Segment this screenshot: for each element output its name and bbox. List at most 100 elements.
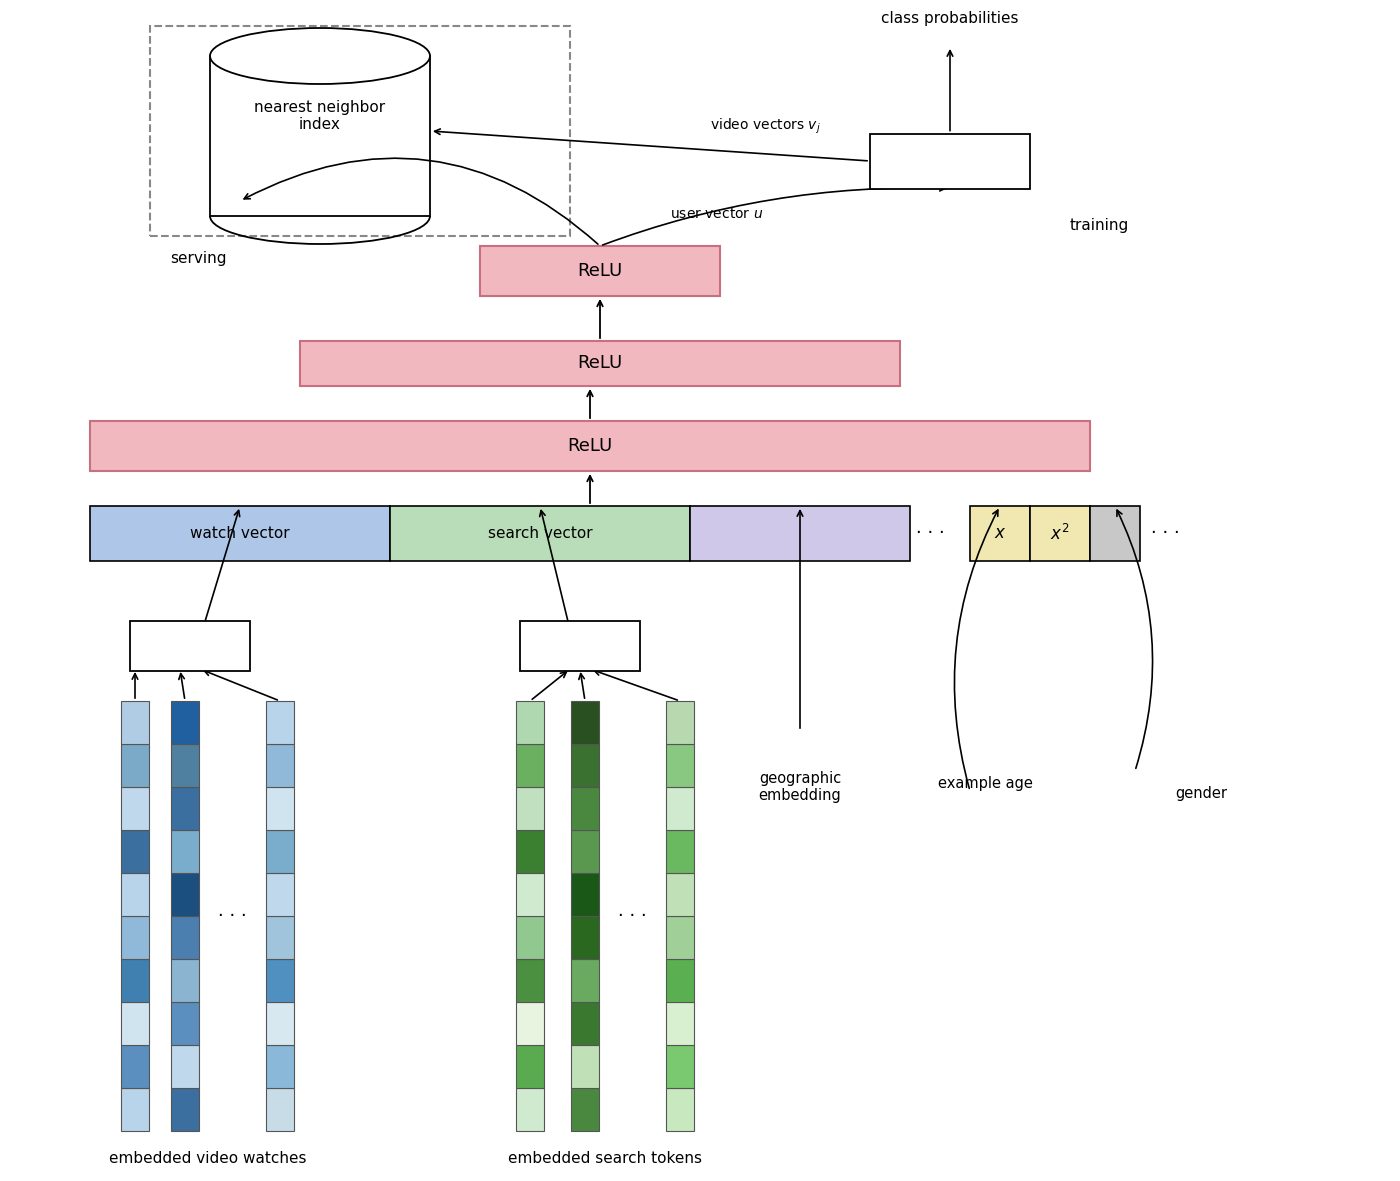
Text: ReLU: ReLU	[577, 262, 623, 280]
FancyBboxPatch shape	[266, 702, 294, 744]
FancyBboxPatch shape	[130, 621, 251, 671]
FancyBboxPatch shape	[571, 702, 599, 744]
FancyBboxPatch shape	[171, 873, 199, 916]
FancyBboxPatch shape	[517, 1045, 545, 1088]
Text: example age: example age	[938, 776, 1032, 791]
Text: ReLU: ReLU	[567, 437, 613, 455]
FancyBboxPatch shape	[517, 873, 545, 916]
FancyBboxPatch shape	[120, 787, 148, 830]
FancyBboxPatch shape	[120, 959, 148, 1001]
FancyBboxPatch shape	[571, 873, 599, 916]
FancyBboxPatch shape	[266, 1088, 294, 1131]
FancyBboxPatch shape	[666, 787, 694, 830]
FancyBboxPatch shape	[120, 744, 148, 787]
FancyBboxPatch shape	[1030, 505, 1091, 561]
Text: · · ·: · · ·	[619, 907, 647, 925]
FancyBboxPatch shape	[120, 1088, 148, 1131]
FancyBboxPatch shape	[480, 246, 720, 296]
Text: softmax: softmax	[920, 154, 981, 169]
FancyBboxPatch shape	[120, 916, 148, 959]
Text: embedded video watches: embedded video watches	[109, 1151, 307, 1166]
FancyBboxPatch shape	[666, 830, 694, 873]
FancyBboxPatch shape	[171, 959, 199, 1001]
FancyBboxPatch shape	[666, 702, 694, 744]
Text: average: average	[549, 639, 612, 653]
FancyBboxPatch shape	[869, 133, 1030, 189]
FancyBboxPatch shape	[120, 1001, 148, 1045]
Text: average: average	[158, 639, 221, 653]
FancyBboxPatch shape	[266, 1001, 294, 1045]
FancyBboxPatch shape	[266, 744, 294, 787]
FancyBboxPatch shape	[571, 1001, 599, 1045]
FancyBboxPatch shape	[171, 787, 199, 830]
FancyBboxPatch shape	[666, 1001, 694, 1045]
FancyBboxPatch shape	[266, 873, 294, 916]
FancyBboxPatch shape	[210, 56, 430, 216]
FancyBboxPatch shape	[519, 621, 640, 671]
Text: · · ·: · · ·	[1151, 524, 1179, 542]
FancyBboxPatch shape	[666, 1045, 694, 1088]
FancyBboxPatch shape	[266, 830, 294, 873]
FancyBboxPatch shape	[266, 916, 294, 959]
FancyBboxPatch shape	[571, 1088, 599, 1131]
FancyBboxPatch shape	[90, 420, 1091, 471]
FancyBboxPatch shape	[171, 1045, 199, 1088]
FancyBboxPatch shape	[90, 505, 391, 561]
FancyBboxPatch shape	[571, 959, 599, 1001]
FancyBboxPatch shape	[517, 1088, 545, 1131]
Text: approx. top $N$: approx. top $N$	[265, 39, 375, 58]
FancyBboxPatch shape	[391, 505, 690, 561]
Text: $x^2$: $x^2$	[1050, 523, 1070, 543]
Text: $x$: $x$	[994, 524, 1007, 542]
FancyBboxPatch shape	[266, 1045, 294, 1088]
FancyBboxPatch shape	[171, 830, 199, 873]
Ellipse shape	[210, 28, 430, 84]
FancyBboxPatch shape	[517, 744, 545, 787]
FancyBboxPatch shape	[571, 830, 599, 873]
FancyBboxPatch shape	[517, 916, 545, 959]
FancyBboxPatch shape	[120, 873, 148, 916]
Text: geographic
embedding: geographic embedding	[759, 771, 841, 803]
FancyBboxPatch shape	[171, 916, 199, 959]
FancyBboxPatch shape	[517, 959, 545, 1001]
FancyBboxPatch shape	[120, 702, 148, 744]
FancyBboxPatch shape	[517, 787, 545, 830]
Text: gender: gender	[1175, 787, 1226, 801]
FancyBboxPatch shape	[171, 744, 199, 787]
Text: user vector $u$: user vector $u$	[671, 207, 763, 221]
Text: search vector: search vector	[487, 526, 592, 541]
FancyBboxPatch shape	[666, 873, 694, 916]
Text: · · ·: · · ·	[916, 524, 945, 542]
FancyBboxPatch shape	[666, 1088, 694, 1131]
Text: class probabilities: class probabilities	[881, 11, 1019, 26]
Text: video vectors $v_j$: video vectors $v_j$	[710, 117, 820, 136]
Text: training: training	[1070, 218, 1130, 234]
FancyBboxPatch shape	[266, 787, 294, 830]
FancyBboxPatch shape	[690, 505, 910, 561]
Text: · · ·: · · ·	[218, 907, 246, 925]
FancyBboxPatch shape	[171, 1001, 199, 1045]
FancyBboxPatch shape	[571, 744, 599, 787]
FancyBboxPatch shape	[571, 787, 599, 830]
FancyBboxPatch shape	[120, 830, 148, 873]
Text: nearest neighbor
index: nearest neighbor index	[255, 100, 385, 132]
FancyBboxPatch shape	[300, 341, 900, 386]
Text: serving: serving	[169, 252, 227, 266]
FancyBboxPatch shape	[517, 1001, 545, 1045]
FancyBboxPatch shape	[517, 702, 545, 744]
FancyBboxPatch shape	[571, 1045, 599, 1088]
FancyBboxPatch shape	[571, 916, 599, 959]
FancyBboxPatch shape	[171, 1088, 199, 1131]
Text: watch vector: watch vector	[190, 526, 290, 541]
FancyBboxPatch shape	[171, 702, 199, 744]
FancyBboxPatch shape	[666, 959, 694, 1001]
Text: embedded search tokens: embedded search tokens	[508, 1151, 701, 1166]
FancyBboxPatch shape	[517, 830, 545, 873]
Text: ReLU: ReLU	[577, 354, 623, 372]
FancyBboxPatch shape	[666, 744, 694, 787]
FancyBboxPatch shape	[970, 505, 1030, 561]
FancyBboxPatch shape	[666, 916, 694, 959]
FancyBboxPatch shape	[120, 1045, 148, 1088]
FancyBboxPatch shape	[1091, 505, 1140, 561]
FancyBboxPatch shape	[266, 959, 294, 1001]
